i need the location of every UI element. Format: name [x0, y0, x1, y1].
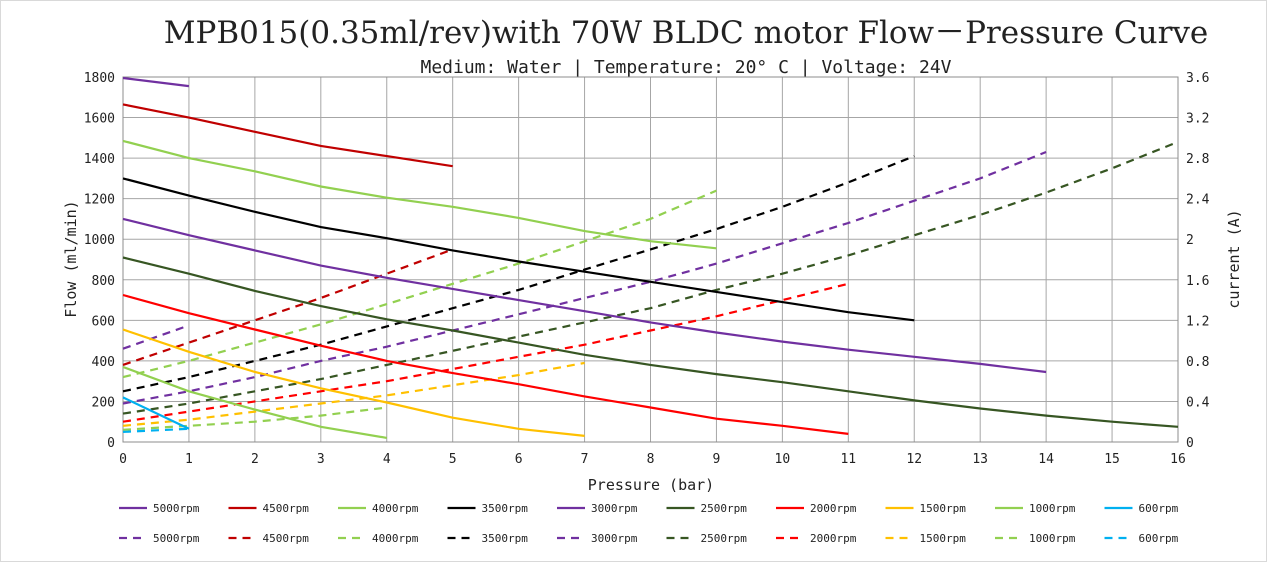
legend-label: 1000rpm: [1029, 502, 1076, 515]
y2-tick-label: 1.2: [1186, 314, 1209, 329]
y2-tick-label: 3.6: [1186, 71, 1209, 86]
legend-label: 3000rpm: [591, 532, 638, 545]
y-tick-label: 600: [92, 314, 115, 329]
plot-area-border: [122, 76, 1179, 443]
legend-label: 2000rpm: [810, 502, 857, 515]
flow-line-4000rpm: [122, 139, 717, 250]
flow-line-600rpm: [122, 396, 190, 430]
flow-line-5000rpm: [122, 76, 190, 88]
current-line-600rpm: [122, 427, 189, 433]
y-tick-label: 1400: [84, 152, 115, 167]
x-tick-label: 10: [775, 452, 791, 467]
y-tick-label: 1600: [84, 112, 115, 127]
x-tick-label: 12: [906, 452, 922, 467]
flow-line-2000rpm: [122, 293, 849, 435]
y-axis-label: Flow (ml/min): [62, 200, 80, 317]
current-line-3500rpm: [122, 155, 915, 393]
flow-line-1500rpm: [122, 328, 585, 437]
legend-label: 4000rpm: [372, 532, 419, 545]
legend-label: 3500rpm: [482, 532, 529, 545]
legend-label: 600rpm: [1139, 502, 1179, 515]
legend-label: 4000rpm: [372, 502, 419, 515]
x-tick-label: 15: [1104, 452, 1120, 467]
legend-label: 1500rpm: [920, 502, 967, 515]
y2-tick-label: 0: [1186, 436, 1194, 451]
legend-label: 3000rpm: [591, 502, 638, 515]
x-tick-label: 6: [515, 452, 523, 467]
y-tick-label: 0: [107, 436, 115, 451]
x-tick-label: 3: [317, 452, 325, 467]
current-line-1500rpm: [122, 361, 585, 427]
y-tick-label: 1200: [84, 193, 115, 208]
legend-label: 1500rpm: [920, 532, 967, 545]
flow-line-3000rpm: [122, 217, 1047, 374]
axis-ticks: 0 1 2 3 4 5 6 7 8 9 10 11 12 13 14 15 160200400600800100…: [84, 71, 1210, 467]
legend-label: 2500rpm: [701, 502, 748, 515]
y2-tick-label: 2.8: [1186, 152, 1209, 167]
y2-tick-label: 2: [1186, 233, 1194, 248]
y-tick-label: 1800: [84, 71, 115, 86]
y2-tick-label: 3.2: [1186, 112, 1209, 127]
legend-label: 5000rpm: [153, 502, 200, 515]
y-tick-label: 200: [92, 395, 115, 410]
y-tick-label: 400: [92, 355, 115, 370]
x-tick-label: 9: [713, 452, 721, 467]
x-tick-label: 13: [972, 452, 988, 467]
x-tick-label: 7: [581, 452, 589, 467]
x-tick-label: 5: [449, 452, 457, 467]
flow-line-3500rpm: [122, 177, 915, 322]
flow-line-2500rpm: [122, 256, 1179, 428]
y-tick-label: 800: [92, 274, 115, 289]
current-line-4500rpm: [122, 248, 454, 366]
legend-label: 4500rpm: [263, 532, 310, 545]
current-line-4000rpm: [122, 189, 717, 379]
chart-title: MPB015(0.35ml/rev)with 70W BLDC motor Fl…: [164, 15, 1209, 51]
y-tick-label: 1000: [84, 233, 115, 248]
legend-label: 4500rpm: [263, 502, 310, 515]
x-tick-label: 2: [251, 452, 259, 467]
current-line-1000rpm: [122, 406, 387, 431]
legend-label: 3500rpm: [482, 502, 529, 515]
x-tick-label: 0: [119, 452, 127, 467]
legend-label: 5000rpm: [153, 532, 200, 545]
current-line-3000rpm: [122, 150, 1047, 405]
y2-tick-label: 2.4: [1186, 193, 1210, 208]
plot-grid: [122, 76, 1179, 443]
x-tick-label: 14: [1038, 452, 1054, 467]
x-tick-label: 4: [383, 452, 391, 467]
flow-line-1000rpm: [122, 365, 387, 439]
y2-tick-label: 0.4: [1186, 395, 1210, 410]
y2-tick-label: 0.8: [1186, 355, 1209, 370]
y2-tick-label: 1.6: [1186, 274, 1209, 289]
legend-label: 1000rpm: [1029, 532, 1076, 545]
current-line-2000rpm: [122, 282, 849, 423]
x-tick-label: 8: [647, 452, 655, 467]
x-tick-label: 16: [1170, 452, 1186, 467]
flow-line-4500rpm: [122, 103, 453, 168]
current-line-5000rpm: [122, 324, 190, 350]
series-lines: [122, 76, 1179, 439]
legend: 5000rpm 4500rpm 4000rpm 3500rpm 3000rpm 2500r…: [119, 502, 1179, 545]
legend-label: 2500rpm: [701, 532, 748, 545]
legend-label: 2000rpm: [810, 532, 857, 545]
x-axis-label: Pressure (bar): [588, 476, 714, 494]
current-line-2500rpm: [122, 140, 1179, 415]
y2-axis-label: current (A): [1225, 209, 1243, 308]
x-tick-label: 11: [840, 452, 856, 467]
legend-label: 600rpm: [1139, 532, 1179, 545]
chart-subtitle: Medium: Water | Temperature: 20° C | Vol…: [420, 57, 951, 78]
x-tick-label: 1: [185, 452, 193, 467]
